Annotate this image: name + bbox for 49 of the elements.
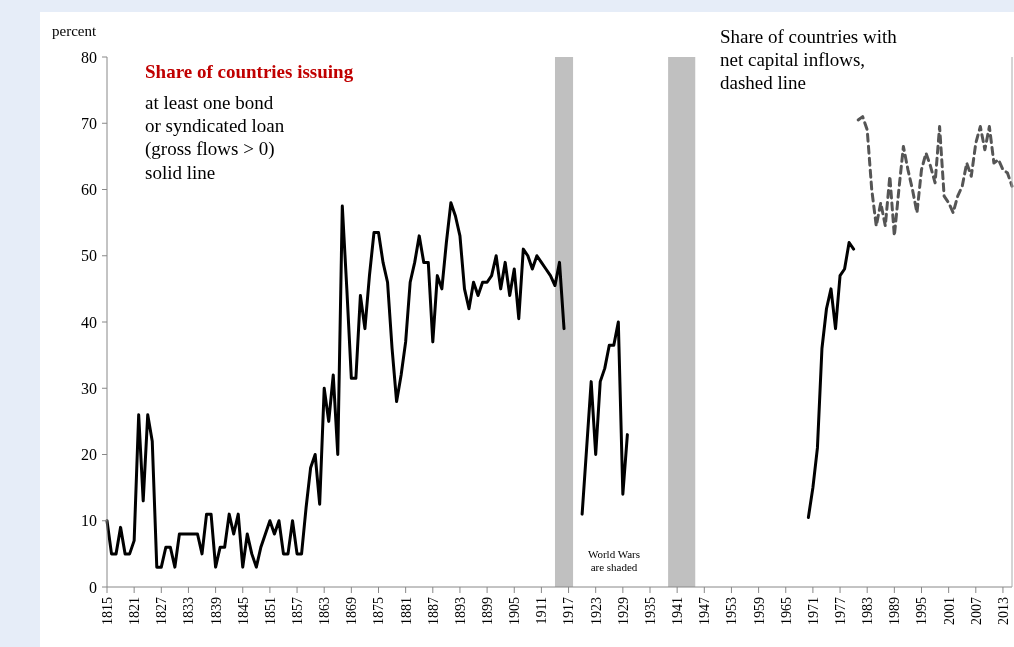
x-tick-label: 1923	[588, 597, 604, 625]
x-tick-label: 1881	[398, 597, 414, 625]
x-tick-label: 1965	[778, 597, 794, 625]
annotation: World Wars are shaded	[587, 548, 641, 574]
y-tick-label: 0	[89, 578, 97, 596]
y-tick-label: 10	[81, 512, 97, 530]
x-tick-label: 1815	[99, 597, 115, 625]
annotation: Share of countries with net capital inflows, dashed line	[720, 26, 898, 94]
x-tick-label: 1941	[670, 597, 686, 625]
x-tick-label: 1893	[452, 597, 468, 625]
x-tick-label: 1845	[235, 597, 251, 625]
y-tick-label: 20	[81, 446, 97, 464]
x-tick-label: 1851	[262, 597, 278, 625]
y-tick-label: 30	[81, 379, 97, 397]
annotation: at least one bond or syndicated loan (gross flows > 0) solid line	[145, 92, 285, 183]
x-tick-label: 1911	[534, 597, 550, 625]
x-tick-label: 1899	[480, 597, 495, 625]
x-tick-label: 1839	[208, 597, 224, 625]
y-tick-label: 40	[81, 313, 97, 331]
x-tick-label: 1983	[860, 597, 876, 625]
line-series	[856, 115, 1014, 238]
x-tick-label: 1857	[289, 597, 305, 625]
x-tick-label: 2001	[941, 597, 957, 625]
y-tick-label: 80	[81, 48, 97, 66]
x-tick-label: 1929	[615, 597, 631, 625]
x-tick-label: 1833	[181, 597, 197, 625]
x-tick-label: 1947	[697, 597, 713, 625]
x-tick-label: 1917	[561, 597, 577, 625]
x-tick-label: 1935	[642, 597, 658, 625]
x-tick-label: 1863	[317, 597, 333, 625]
x-tick-label: 1887	[425, 597, 441, 625]
y-tick-label: 50	[81, 247, 97, 265]
x-tick-label: 1875	[371, 597, 387, 625]
x-tick-label: 1995	[914, 597, 930, 625]
x-tick-label: 2013	[995, 597, 1011, 625]
x-tick-label: 1869	[344, 597, 360, 625]
x-tick-label: 1953	[724, 597, 740, 625]
x-tick-label: 1827	[154, 597, 170, 625]
x-tick-label: 2007	[968, 597, 984, 625]
x-tick-label: 1821	[127, 597, 143, 625]
y-axis-title: percent	[52, 23, 97, 39]
x-tick-label: 1959	[751, 597, 767, 625]
y-tick-label: 70	[81, 114, 97, 132]
y-tick-label: 60	[81, 181, 97, 199]
x-tick-label: 1971	[805, 597, 821, 625]
x-tick-label: 1905	[507, 597, 523, 625]
x-tick-label: 1977	[832, 597, 848, 625]
x-tick-label: 1989	[887, 597, 903, 625]
annotation: Share of countries issuing	[145, 61, 354, 82]
